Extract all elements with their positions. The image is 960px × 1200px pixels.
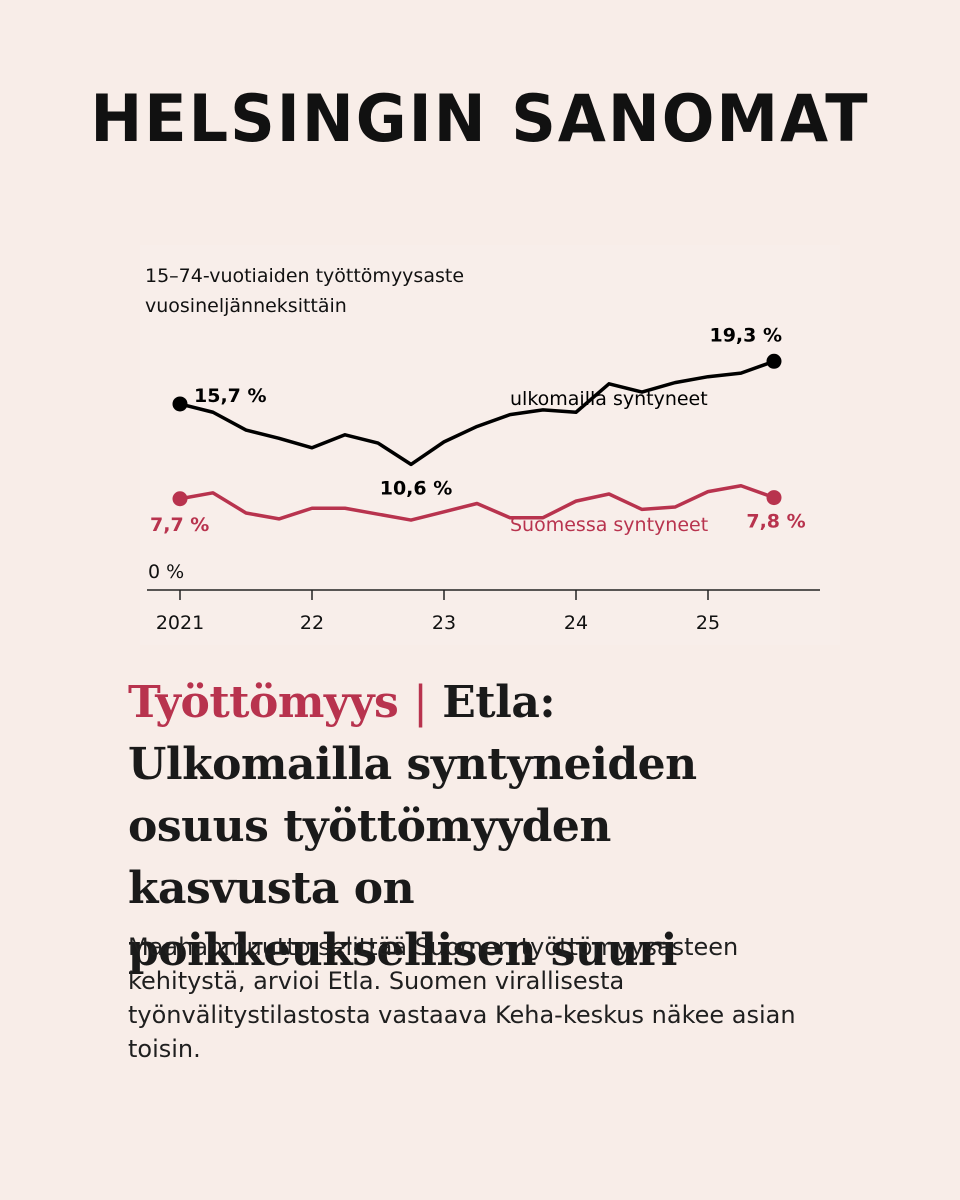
- headline-kicker: Työttömyys: [128, 677, 399, 728]
- series-1-end-point: [766, 490, 782, 506]
- chart-svg: 15–74-vuotiaiden työttömyysaste vuosinel…: [145, 265, 820, 634]
- series-1-end-label: 7,8 %: [746, 511, 805, 533]
- y-zero-label: 0 %: [148, 561, 184, 583]
- x-tick-label-0: 2021: [156, 612, 204, 634]
- series-0-min-label: 10,6 %: [380, 477, 453, 499]
- series-0-end-point: [766, 353, 782, 369]
- series-0-name-label: ulkomailla syntyneet: [510, 388, 708, 410]
- x-tick-label-3: 24: [564, 612, 588, 634]
- series-1-start-label: 7,7 %: [150, 514, 209, 536]
- series-0-start-label: 15,7 %: [194, 385, 267, 407]
- series-1-name-label: Suomessa syntyneet: [510, 514, 708, 536]
- series-line-0: [179, 359, 775, 467]
- series-0-end-label: 19,3 %: [709, 324, 782, 346]
- x-tick-label-4: 25: [696, 612, 720, 634]
- masthead-logo: HELSINGIN SANOMAT: [90, 80, 870, 157]
- headline-title: Etla: Ulkomailla syntyneiden osuus tyött…: [128, 677, 697, 976]
- x-tick-label-1: 22: [300, 612, 324, 634]
- series-line-1: [179, 483, 775, 522]
- series-1-start-point: [172, 491, 188, 507]
- headline-separator: |: [413, 677, 428, 728]
- unemployment-chart: 15–74-vuotiaiden työttömyysaste vuosinel…: [140, 245, 840, 645]
- chart-title-line-2: vuosineljänneksittäin: [145, 295, 347, 317]
- series-0-start-point: [172, 396, 188, 412]
- lead-paragraph: Maahanmuutto selittää Suomen työttömyysa…: [128, 933, 796, 1063]
- x-tick-label-2: 23: [432, 612, 456, 634]
- chart-title-line-1: 15–74-vuotiaiden työttömyysaste: [145, 265, 464, 287]
- headline[interactable]: Työttömyys | Etla: Ulkomailla syntyneide…: [128, 672, 828, 982]
